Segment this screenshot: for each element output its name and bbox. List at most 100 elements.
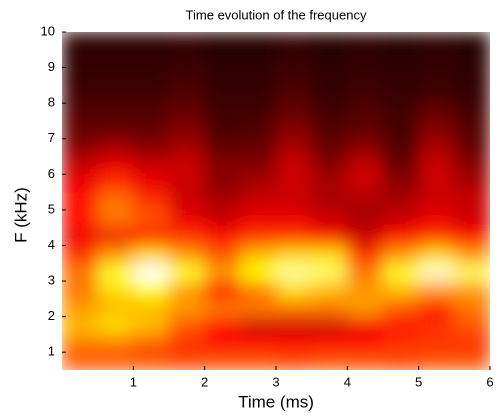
heatmap-cell <box>62 156 99 175</box>
heatmap-cell <box>62 191 99 211</box>
heatmap-cell <box>275 316 313 335</box>
heatmap-cell <box>346 120 384 140</box>
heatmap-cell <box>132 191 170 211</box>
heatmap-cell <box>275 32 313 51</box>
heatmap-cell <box>168 209 206 229</box>
heatmap-cell <box>168 191 206 211</box>
heatmap-cell <box>453 49 490 69</box>
heatmap-cell <box>168 156 206 175</box>
heatmap-cell <box>239 227 277 246</box>
heatmap-cell <box>418 138 455 158</box>
heatmap-cell <box>239 102 277 122</box>
heatmap-cell <box>239 84 277 104</box>
heatmap-cell <box>132 32 170 51</box>
heatmap-cell <box>418 280 455 300</box>
heatmap-cell <box>382 244 420 264</box>
heatmap-cell <box>132 333 170 353</box>
heatmap-cell <box>204 351 241 370</box>
heatmap-cell <box>346 32 384 51</box>
heatmap-cell <box>418 209 455 229</box>
heatmap-cell <box>239 244 277 264</box>
heatmap-cell <box>204 227 241 246</box>
heatmap-cell <box>418 298 455 318</box>
heatmap-cell <box>204 173 241 193</box>
heatmap-cell <box>275 102 313 122</box>
heatmap-cell <box>418 84 455 104</box>
heatmap-cell <box>204 32 241 51</box>
heatmap-cell <box>346 67 384 86</box>
heatmap-cell <box>204 333 241 353</box>
heatmap-cell <box>97 138 134 158</box>
heatmap <box>62 32 490 370</box>
heatmap-cell <box>168 280 206 300</box>
heatmap-cell <box>311 351 348 370</box>
heatmap-cell <box>418 244 455 264</box>
heatmap-cell <box>239 156 277 175</box>
heatmap-cell <box>453 138 490 158</box>
y-tick-label: 2 <box>48 308 55 323</box>
y-tick-label: 1 <box>48 344 55 359</box>
heatmap-cell <box>346 333 384 353</box>
heatmap-cell <box>132 316 170 335</box>
heatmap-cell <box>346 244 384 264</box>
heatmap-cell <box>97 262 134 282</box>
heatmap-cell <box>204 262 241 282</box>
heatmap-cell <box>453 351 490 370</box>
heatmap-cell <box>418 351 455 370</box>
heatmap-cell <box>453 156 490 175</box>
heatmap-cell <box>204 316 241 335</box>
heatmap-cell <box>97 298 134 318</box>
heatmap-cell <box>275 49 313 69</box>
x-tick-label: 1 <box>130 374 137 389</box>
heatmap-cell <box>168 227 206 246</box>
y-tick-label: 7 <box>48 130 55 145</box>
heatmap-cell <box>132 138 170 158</box>
heatmap-cell <box>168 120 206 140</box>
heatmap-cell <box>453 333 490 353</box>
heatmap-cell <box>132 102 170 122</box>
heatmap-cell <box>418 102 455 122</box>
heatmap-cell <box>62 209 99 229</box>
heatmap-cell <box>204 138 241 158</box>
heatmap-cell <box>382 280 420 300</box>
heatmap-cell <box>311 209 348 229</box>
heatmap-cell <box>132 120 170 140</box>
heatmap-cell <box>382 316 420 335</box>
heatmap-cell <box>275 351 313 370</box>
heatmap-cell <box>168 262 206 282</box>
heatmap-cell <box>382 138 420 158</box>
heatmap-cell <box>382 32 420 51</box>
heatmap-cell <box>97 351 134 370</box>
heatmap-cell <box>311 84 348 104</box>
heatmap-cell <box>346 49 384 69</box>
heatmap-cell <box>382 84 420 104</box>
heatmap-cell <box>275 209 313 229</box>
heatmap-cell <box>168 32 206 51</box>
heatmap-cell <box>168 351 206 370</box>
y-axis-label: F (kHz) <box>11 187 30 243</box>
x-tick-label: 5 <box>415 374 422 389</box>
heatmap-cell <box>132 280 170 300</box>
heatmap-cell <box>168 49 206 69</box>
heatmap-cell <box>204 298 241 318</box>
heatmap-cell <box>62 262 99 282</box>
heatmap-cell <box>239 173 277 193</box>
heatmap-cell <box>418 262 455 282</box>
x-tick-label: 2 <box>201 374 208 389</box>
heatmap-cell <box>275 262 313 282</box>
heatmap-cell <box>62 227 99 246</box>
heatmap-cell <box>382 120 420 140</box>
heatmap-cell <box>62 67 99 86</box>
heatmap-cell <box>346 191 384 211</box>
heatmap-cell <box>346 280 384 300</box>
heatmap-cell <box>239 120 277 140</box>
heatmap-cell <box>453 298 490 318</box>
heatmap-cell <box>239 32 277 51</box>
heatmap-cell <box>346 138 384 158</box>
heatmap-cell <box>239 49 277 69</box>
heatmap-cell <box>132 298 170 318</box>
heatmap-cell <box>311 138 348 158</box>
heatmap-cell <box>168 84 206 104</box>
heatmap-cell <box>346 173 384 193</box>
heatmap-cell <box>453 280 490 300</box>
